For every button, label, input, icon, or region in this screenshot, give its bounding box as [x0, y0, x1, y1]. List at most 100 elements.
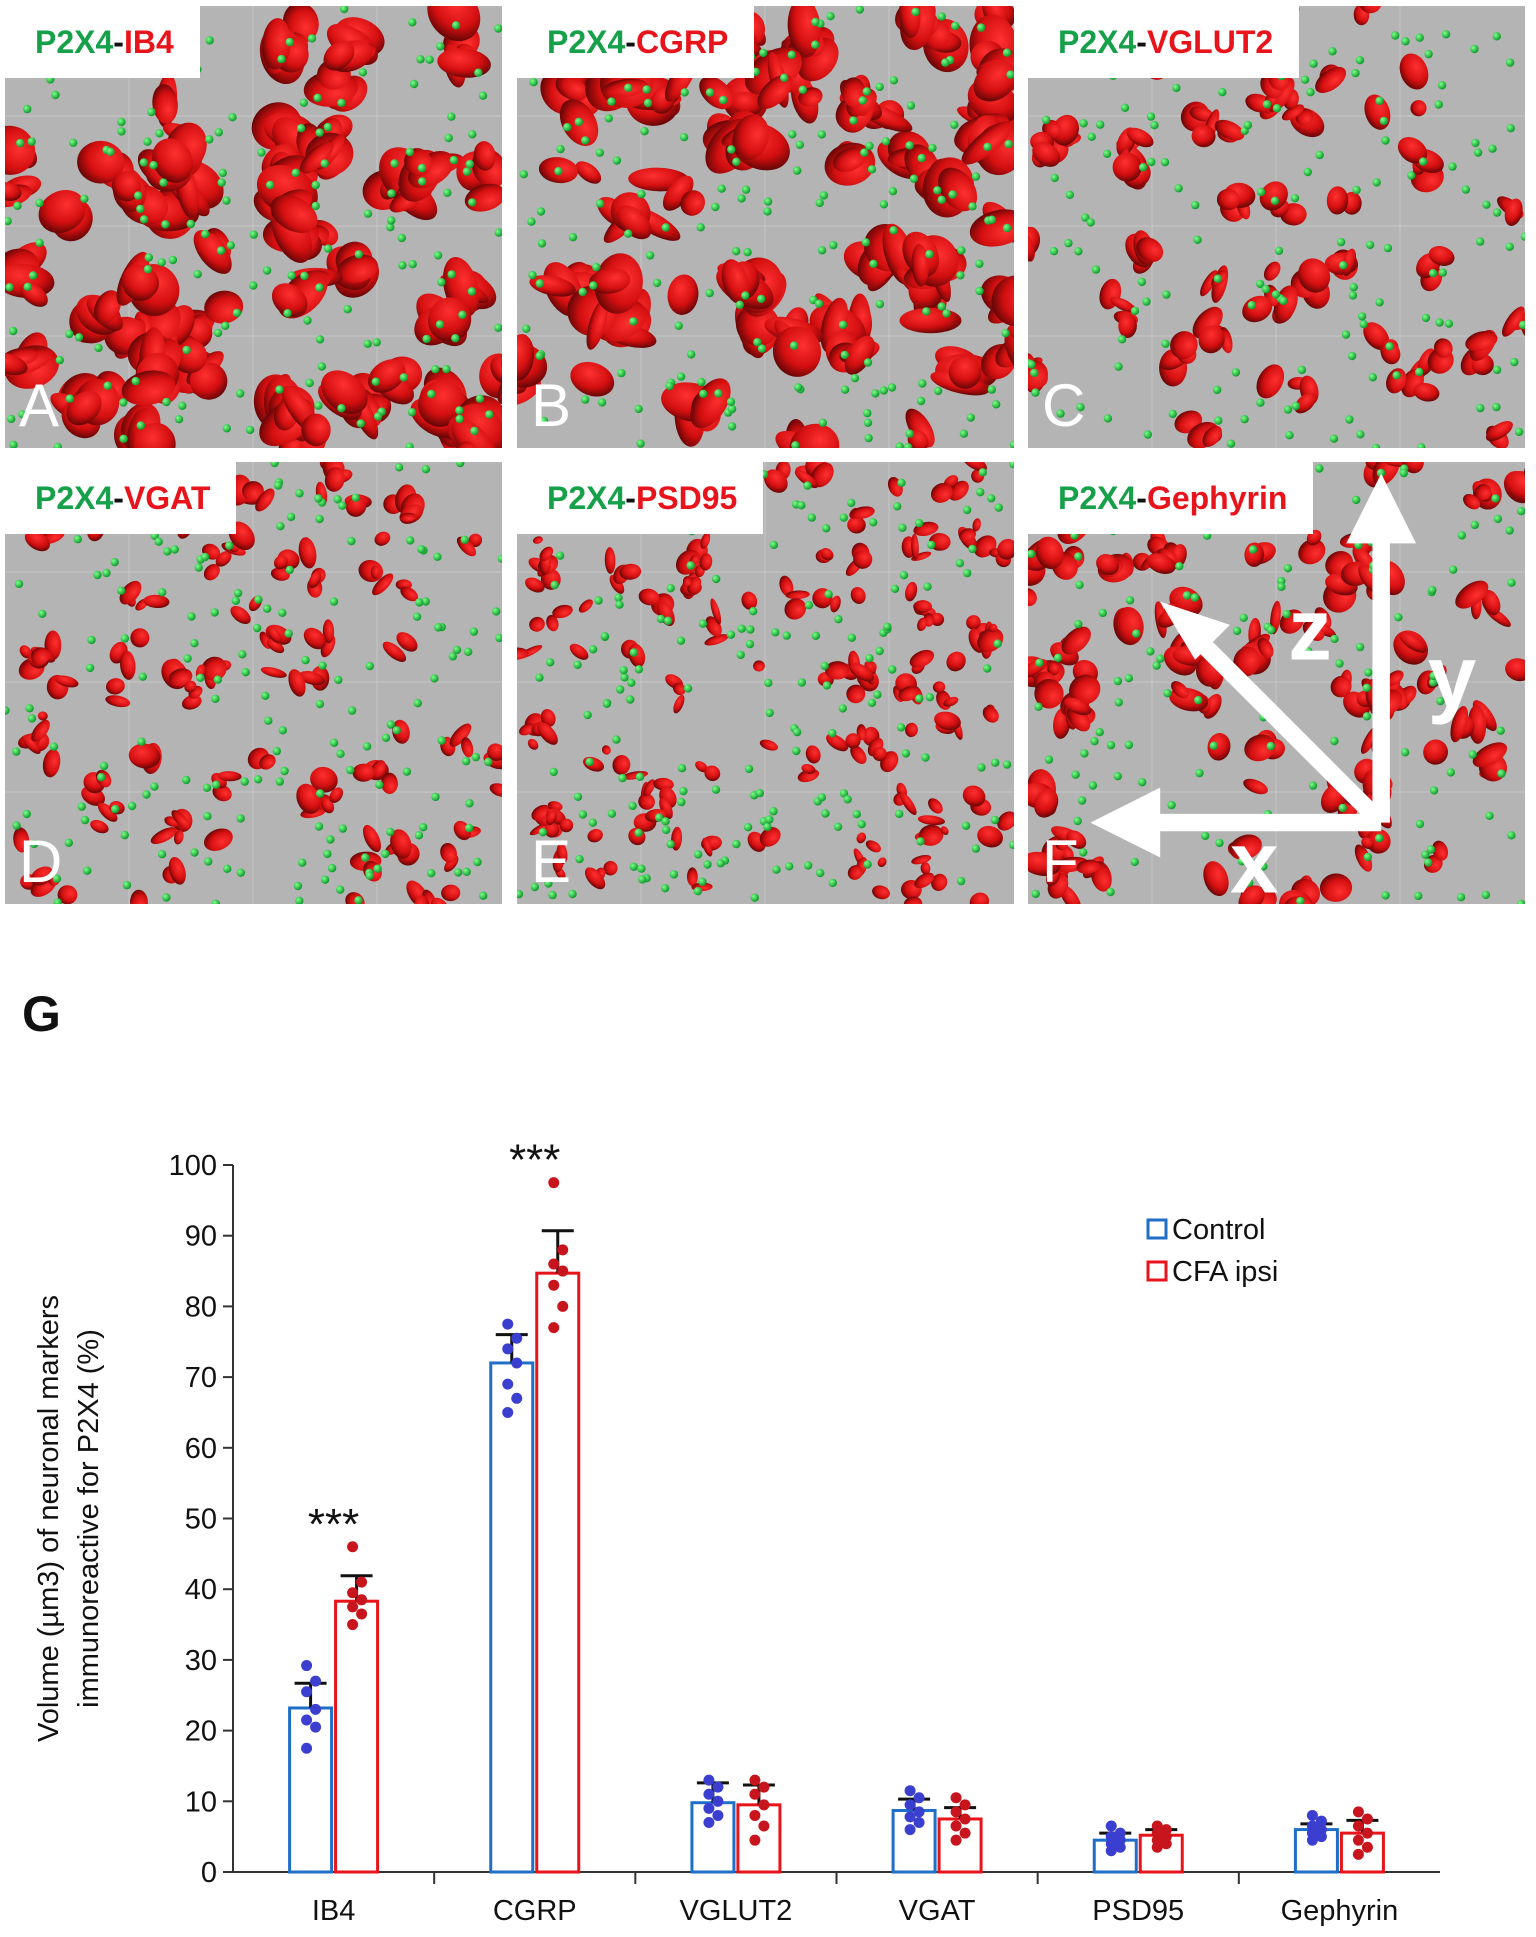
panel-f-red-marker: Gephyrin [1146, 479, 1288, 516]
data-point [502, 1378, 514, 1390]
data-point [1352, 1820, 1364, 1832]
panel-c-letter: C [1042, 372, 1086, 439]
panel-b-dash: - [625, 23, 636, 60]
x-tick-label: PSD95 [1092, 1895, 1184, 1927]
data-point [502, 1318, 514, 1330]
data-point [749, 1834, 761, 1846]
data-point [511, 1357, 523, 1369]
bar [535, 1271, 581, 1874]
panel-e-dash: - [625, 479, 636, 516]
legend: Control CFA ipsi [1146, 1214, 1278, 1288]
data-point [712, 1795, 724, 1807]
data-point [758, 1820, 770, 1832]
y-tick-label: 40 [185, 1574, 217, 1606]
data-point [712, 1781, 724, 1793]
significance-annotation: *** [509, 1136, 560, 1185]
data-point [310, 1703, 322, 1715]
data-point [502, 1343, 514, 1355]
panel-e-red-marker: PSD95 [635, 479, 738, 516]
data-point [703, 1817, 715, 1829]
data-point [1151, 1841, 1163, 1853]
panel-b-green-marker: P2X4 [547, 23, 626, 60]
data-point [950, 1834, 962, 1846]
x-tick-label: IB4 [312, 1895, 356, 1927]
data-point [548, 1177, 560, 1189]
panel-e-render [517, 462, 1014, 904]
panel-b-red-marker: CGRP [635, 23, 729, 60]
data-point [1361, 1827, 1373, 1839]
data-point [356, 1576, 368, 1588]
legend-control-label: Control [1172, 1214, 1266, 1246]
data-point [959, 1827, 971, 1839]
x-tick-label: VGLUT2 [680, 1895, 793, 1927]
panel-c-red-marker: VGLUT2 [1146, 23, 1274, 60]
y-tick-label: 30 [185, 1645, 217, 1677]
data-point [959, 1799, 971, 1811]
panel-c-render [1028, 6, 1525, 448]
panel-d-red-marker: VGAT [123, 479, 211, 516]
data-point [347, 1541, 359, 1553]
chart-points: *** *** [301, 1136, 1373, 1860]
panel-e-letter: E [531, 828, 572, 895]
panel-f-letter: F [1042, 828, 1079, 895]
data-point [913, 1817, 925, 1829]
x-tick-label: CGRP [493, 1895, 577, 1927]
panel-d-green-marker: P2X4 [35, 479, 114, 516]
bar [288, 1706, 334, 1874]
panel-a-dash: - [113, 23, 124, 60]
data-point [904, 1811, 916, 1823]
data-point [703, 1788, 715, 1800]
data-point [904, 1799, 916, 1811]
bar [334, 1599, 380, 1874]
panel-b-letter: B [531, 372, 572, 439]
data-point [347, 1619, 359, 1631]
panel-a-render [5, 6, 502, 448]
data-point [301, 1742, 313, 1754]
legend-cfa-label: CFA ipsi [1172, 1256, 1278, 1288]
panel-f-green-marker: P2X4 [1058, 479, 1137, 516]
data-point [511, 1392, 523, 1404]
data-point [301, 1660, 313, 1672]
panel-a-letter: A [19, 372, 60, 439]
data-point [904, 1785, 916, 1797]
data-point [712, 1809, 724, 1821]
axis-label-x: x [1230, 814, 1279, 904]
legend-cfa-swatch [1146, 1260, 1168, 1282]
panel-c-dash: - [1136, 23, 1147, 60]
data-point [356, 1594, 368, 1606]
y-tick-label: 50 [185, 1504, 217, 1536]
data-point [1114, 1841, 1126, 1853]
panel-d-dash: - [113, 479, 124, 516]
x-tick-label: VGAT [899, 1895, 976, 1927]
panel-a: P2X4- IB4 A [5, 6, 502, 448]
data-point [1306, 1809, 1318, 1821]
panel-b: P2X4- CGRP B [517, 6, 1014, 448]
data-point [548, 1322, 560, 1334]
data-point [548, 1279, 560, 1291]
chart-bars [288, 1229, 1385, 1874]
data-point [950, 1792, 962, 1804]
y-tick-label: 100 [169, 1150, 217, 1182]
panel-g-label: G [22, 986, 61, 1042]
data-point [758, 1799, 770, 1811]
panel-f-dash: - [1136, 479, 1147, 516]
y-tick-label: 60 [185, 1433, 217, 1465]
data-point [950, 1820, 962, 1832]
data-point [1105, 1845, 1117, 1857]
panel-a-title: P2X4- IB4 [5, 6, 200, 78]
data-point [1361, 1813, 1373, 1825]
chart-axes: 0 10 20 30 40 50 60 70 80 90 100 IB4 CGRP VGLUT2 VGAT P… [169, 1150, 1440, 1927]
data-point [904, 1824, 916, 1836]
y-tick-label: 90 [185, 1221, 217, 1253]
y-tick-label: 0 [201, 1857, 217, 1889]
bar-chart: 0 10 20 30 40 50 60 70 80 90 100 IB4 CGRP VGLUT2 VGAT P… [33, 1136, 1440, 1927]
data-point [749, 1809, 761, 1821]
panel-f: P2X4- Gephyrin F y x z [1028, 462, 1525, 904]
legend-control-swatch [1146, 1218, 1168, 1240]
panel-b-title: P2X4- CGRP [517, 6, 755, 78]
data-point [703, 1802, 715, 1814]
data-point [557, 1300, 569, 1312]
data-point [1352, 1806, 1364, 1818]
data-point [502, 1406, 514, 1418]
y-axis-label-line2: immunoreactive for P2X4 (%) [73, 1329, 105, 1708]
